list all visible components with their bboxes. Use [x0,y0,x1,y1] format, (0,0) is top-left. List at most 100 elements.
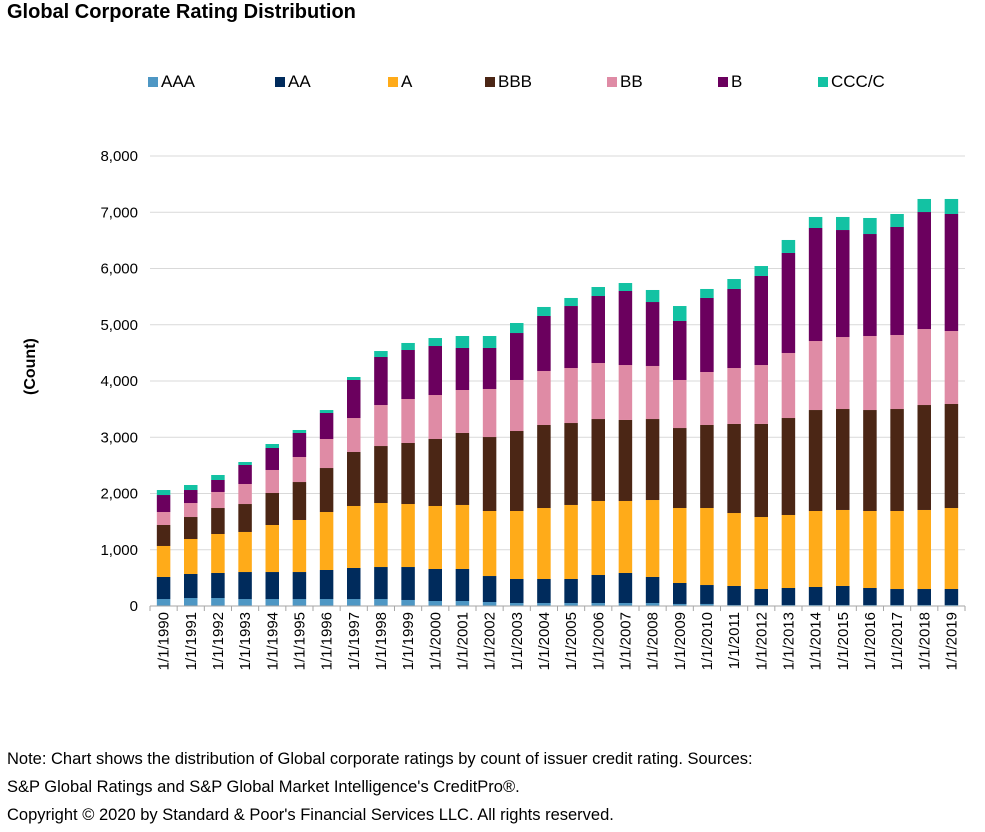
bar-segment-a [944,508,959,590]
legend-swatch-aaa [148,77,158,87]
bar-segment-bb [591,363,605,420]
bar-segment-aaa [700,603,714,606]
legend-swatch-bb [607,77,617,87]
legend-item-a: A [388,72,412,92]
bar-segment-bbb [591,419,605,501]
bar-segment-aaa [455,600,470,606]
bar-segment-aaa [537,603,551,606]
bar-segment-aaa [347,599,361,606]
bar-segment-b [564,306,578,369]
bar-segment-bb [700,372,714,425]
bar-segment-ccc-c [211,474,225,480]
bar-segment-bbb [754,423,768,518]
bar-segment-ccc-c [537,306,551,316]
legend-label-bb: BB [620,72,643,91]
bar-segment-b [292,432,307,457]
bar-segment-a [184,539,198,574]
bar-segment-ccc-c [374,351,388,357]
bar-segment-a [863,510,877,588]
bar-segment-bbb [863,410,877,511]
bar-segment-b [944,213,959,331]
bar-segment-b [374,356,388,406]
bar-segment-bbb [347,451,361,506]
bar-segment-aa [863,588,877,605]
bar-segment-aa [537,579,551,604]
bar-segment-aaa [645,603,660,606]
y-tick-label: 0 [130,598,138,615]
bar-segment-bbb [618,419,633,501]
x-tick-label: 1/1/1992 [210,612,227,670]
bar-segment-aa [428,568,442,601]
bar-segment-aaa [781,604,796,606]
bar-segment-bbb [374,446,388,504]
bar-segment-aaa [238,599,252,606]
bar-segment-bbb [265,492,279,525]
bar-segment-a [700,508,714,586]
bar-segment-aa [564,579,578,604]
bar-segment-aa [944,589,959,605]
footer-copyright: Copyright © 2020 by Standard & Poor's Fi… [7,806,614,824]
bar-segment-a [890,510,904,590]
bar-segment-b [482,347,497,389]
bar-segment-aa [754,589,768,605]
bar-segment-ccc-c [781,239,796,253]
bar-segment-ccc-c [890,213,904,227]
legend-swatch-bbb [485,77,495,87]
bar-segment-bbb [156,525,171,546]
bar-segment-ccc-c [347,377,361,380]
bar-segment-bbb [727,423,741,514]
bar-segment-bb [319,438,334,469]
bar-segment-a [754,517,768,590]
bar-segment-bb [156,512,171,525]
bar-segment-bb [645,365,660,420]
bar-segment-a [727,513,741,586]
x-tick-label: 1/1/2016 [862,612,879,670]
y-tick-label: 3,000 [100,429,138,446]
bar-segment-a [673,508,687,583]
bar-segment-bb [836,337,850,410]
bar-segment-b [319,413,334,439]
bar-segment-bbb [184,517,198,540]
legend-item-aaa: AAA [148,72,195,92]
bar-segment-ccc-c [808,216,823,228]
bar-segment-aaa [754,604,768,606]
bar-segment-ccc-c [727,279,741,289]
bar-segment-aa [265,572,279,600]
x-tick-label: 1/1/1999 [400,612,417,670]
bar-segment-ccc-c [944,198,959,214]
bar-segment-bbb [292,482,307,520]
bar-segment-bbb [808,410,823,511]
bar-segment-aa [238,572,252,600]
bar-segment-bbb [564,423,578,505]
bar-segment-ccc-c [184,485,198,491]
bar-segment-ccc-c [510,323,524,334]
bar-segment-a [455,504,470,569]
x-tick-label: 1/1/2012 [753,612,770,670]
bar-segment-aa [374,567,388,600]
y-tick-label: 1,000 [100,542,138,559]
bar-segment-ccc-c [836,216,850,231]
bar-segment-aaa [618,603,633,606]
bar-segment-b [618,291,633,366]
bar-segment-aa [673,582,687,604]
bar-segment-bb [238,483,252,505]
bar-segment-a [319,512,334,570]
bar-segment-a [211,534,225,573]
bar-segment-ccc-c [401,342,415,351]
bar-segment-aaa [319,599,334,606]
bar-segment-ccc-c [428,338,442,347]
y-tick-label: 8,000 [100,148,138,165]
x-tick-label: 1/1/2014 [808,612,825,670]
bar-segment-a [482,510,497,577]
bar-segment-bbb [781,418,796,515]
y-tick-label: 5,000 [100,317,138,334]
legend-swatch-aa [275,77,285,87]
bar-segment-a [917,509,931,590]
bar-segment-b [211,480,225,492]
x-tick-label: 1/1/1993 [237,612,254,670]
bar-segment-b [591,296,605,363]
bar-segment-b [917,212,931,330]
footer-note-line1: Note: Chart shows the distribution of Gl… [7,750,753,768]
bar-segment-bb [482,388,497,438]
bar-segment-bbb [482,437,497,511]
